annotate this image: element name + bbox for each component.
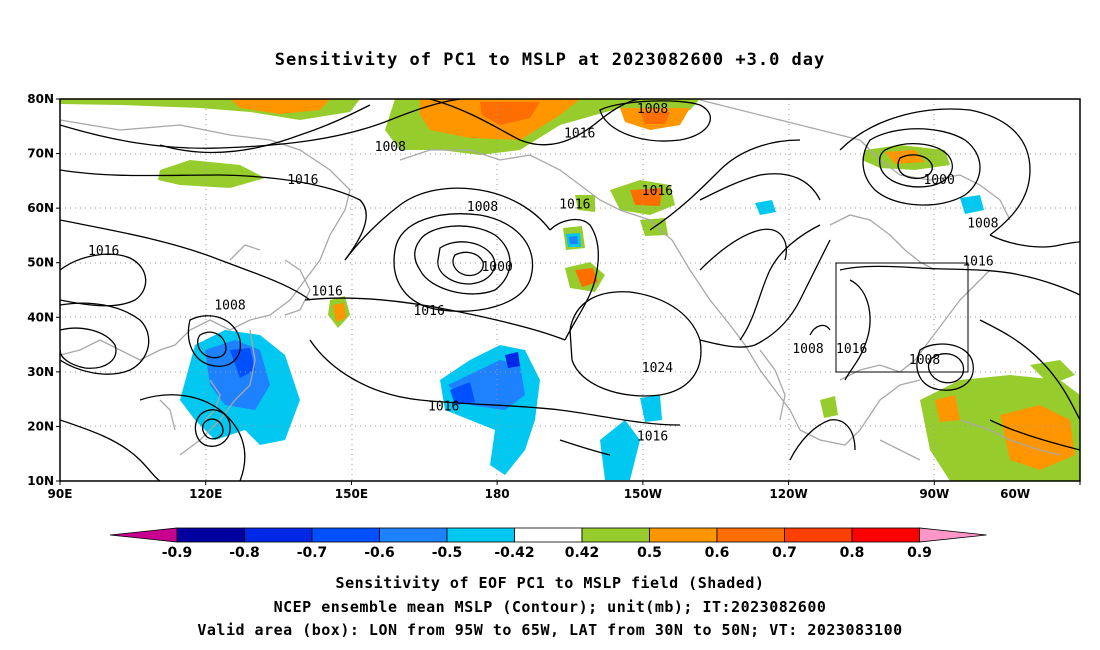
lon-tick-label: 150W — [624, 487, 662, 501]
lon-tick-label: 150E — [335, 487, 368, 501]
contour-label: 1008 — [967, 217, 998, 232]
shade-blue-patch — [205, 340, 270, 410]
shade-blue-patch — [640, 395, 662, 422]
contour-label: 1016 — [88, 244, 119, 259]
map-frame — [59, 98, 1081, 482]
colorbar-bin — [851, 527, 920, 543]
colorbar-label: -0.7 — [297, 545, 328, 561]
caption-shaded: Sensitivity of EOF PC1 to MSLP field (Sh… — [335, 574, 765, 592]
lat-tick-label: 60N — [27, 201, 54, 215]
contour-label: 1000 — [481, 260, 512, 275]
colorbar-label: -0.5 — [432, 545, 463, 561]
contour-label: 1008 — [214, 298, 245, 313]
shade-red-patch — [640, 112, 670, 124]
shade-orange-patch — [333, 303, 346, 322]
shade-blue-patch — [505, 352, 520, 368]
contour-label: 1016 — [413, 304, 444, 319]
colorbar-label: 0.8 — [840, 545, 865, 561]
colorbar-bin — [244, 527, 313, 543]
colorbar-bin — [784, 527, 853, 543]
lon-tick-label: 60W — [1000, 487, 1030, 501]
contour-labels: 1008 1016 1008 1016 1008 1016 1016 1000 1008 1016… — [88, 102, 998, 444]
lat-tick-label: 10N — [27, 474, 54, 488]
colorbar-label: 0.6 — [705, 545, 730, 561]
colorbar-under-arrow — [109, 527, 178, 543]
lat-tick-label: 70N — [27, 147, 54, 161]
contour-label: 1016 — [564, 126, 595, 141]
colorbar-over-arrow — [919, 527, 987, 543]
coastline-layer — [60, 99, 1061, 461]
lat-axis: 80N 70N 60N 50N 40N 30N 20N 10N — [27, 92, 60, 488]
colorbar-bin — [581, 527, 650, 543]
colorbar-label: 0.5 — [637, 545, 662, 561]
shade-green-patch — [1030, 360, 1075, 385]
colorbar-bin — [311, 527, 380, 543]
shade-blue-patch — [230, 348, 255, 378]
contour-label: 1016 — [637, 429, 668, 444]
colorbar-bin — [446, 527, 515, 543]
colorbar-bin — [379, 527, 448, 543]
valid-area-box — [835, 262, 969, 373]
contour-label: 1008 — [792, 342, 823, 357]
contour-label: 1008 — [375, 140, 406, 155]
shade-orange-patch — [230, 99, 330, 114]
colorbar-label: -0.42 — [494, 545, 534, 561]
contour-label: 1016 — [428, 399, 459, 414]
lat-tick-label: 30N — [27, 365, 54, 379]
shade-green-patch — [158, 160, 265, 188]
lat-tick-label: 20N — [27, 419, 54, 433]
shading-layer — [60, 99, 1080, 481]
contour-label: 1000 — [923, 173, 954, 188]
contour-label: 1016 — [836, 342, 867, 357]
colorbar-label: 0.9 — [907, 545, 932, 561]
map-title: Sensitivity of PC1 to MSLP at 2023082600… — [274, 50, 826, 70]
shade-blue-patch — [450, 382, 475, 405]
contour-label: 1016 — [311, 285, 342, 300]
caption-valid-area: Valid area (box): LON from 95W to 65W, L… — [197, 621, 903, 639]
mslp-contours — [60, 99, 1080, 481]
shade-blue-patch — [960, 195, 984, 214]
caption-contour: NCEP ensemble mean MSLP (Contour); unit(… — [273, 598, 827, 616]
colorbar-label: 0.7 — [772, 545, 797, 561]
shade-green-patch — [820, 396, 838, 418]
shade-red-patch — [480, 102, 540, 125]
shade-orange-patch — [630, 188, 662, 206]
colorbar-group: -0.9 -0.8 -0.7 -0.6 -0.5 -0.42 0.42 0.5 0.6 0.7 0.… — [109, 527, 987, 561]
colorbar-label: -0.6 — [364, 545, 395, 561]
map-figure: 1008 1016 1008 1016 1008 1016 1016 1000 1008 1016… — [27, 92, 1081, 501]
contour-label: 1016 — [962, 255, 993, 270]
colorbar-label: 0.42 — [565, 545, 600, 561]
colorbar-bin — [176, 527, 245, 543]
lat-tick-label: 80N — [27, 92, 54, 106]
contour-label: 1008 — [637, 102, 668, 117]
colorbar-label: -0.9 — [162, 545, 193, 561]
contour-label: 1008 — [467, 200, 498, 215]
lon-axis: 90E 120E 150E 180 150W 120W 90W 60W — [48, 481, 1081, 501]
colorbar-bin — [649, 527, 718, 543]
lon-tick-label: 90E — [48, 487, 73, 501]
contour-label: 1016 — [559, 197, 590, 212]
contour-label: 1008 — [909, 353, 940, 368]
colorbar-bin — [716, 527, 785, 543]
lon-tick-label: 180 — [485, 487, 510, 501]
colorbar-bin — [514, 527, 583, 543]
colorbar-label: -0.8 — [229, 545, 260, 561]
lat-tick-label: 50N — [27, 256, 54, 270]
lon-tick-label: 120W — [769, 487, 807, 501]
lat-tick-label: 40N — [27, 310, 54, 324]
lon-tick-label: 90W — [919, 487, 949, 501]
shade-blue-patch — [600, 420, 640, 480]
shade-blue-patch — [569, 236, 578, 244]
contour-label: 1016 — [287, 173, 318, 188]
shade-orange-patch — [575, 268, 598, 287]
contour-label: 1016 — [642, 184, 673, 199]
shade-orange-patch — [935, 395, 960, 422]
lon-tick-label: 120E — [189, 487, 222, 501]
contour-label: 1024 — [642, 361, 673, 376]
